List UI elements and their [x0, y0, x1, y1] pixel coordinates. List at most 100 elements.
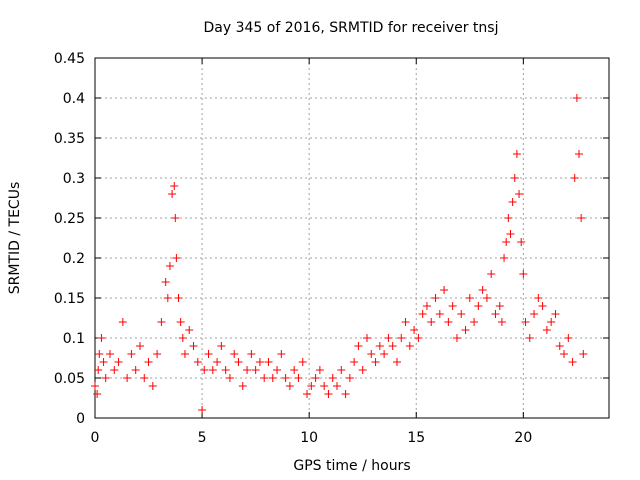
data-point	[170, 182, 179, 190]
data-point	[285, 382, 294, 390]
data-point	[560, 350, 569, 358]
data-point	[185, 326, 194, 334]
data-point	[91, 382, 99, 390]
data-point	[105, 350, 114, 358]
data-point	[238, 382, 247, 390]
data-point	[444, 318, 453, 326]
data-point	[94, 366, 103, 374]
data-point	[440, 286, 449, 294]
data-point	[568, 358, 577, 366]
data-point	[457, 310, 466, 318]
data-point	[123, 374, 132, 382]
data-point	[176, 318, 185, 326]
data-point	[135, 342, 144, 350]
data-point	[174, 294, 183, 302]
data-point	[101, 374, 110, 382]
data-point	[178, 334, 187, 342]
data-point	[225, 374, 234, 382]
data-point	[180, 350, 189, 358]
data-point	[461, 326, 470, 334]
data-point	[172, 254, 181, 262]
data-point	[204, 350, 213, 358]
data-point	[495, 302, 504, 310]
data-point	[358, 366, 367, 374]
data-point	[410, 326, 419, 334]
y-tick-label: 0.1	[63, 331, 85, 347]
data-point	[500, 254, 509, 262]
data-point	[341, 390, 350, 398]
data-point	[168, 190, 177, 198]
data-point	[384, 334, 393, 342]
data-point	[277, 350, 286, 358]
y-tick-label: 0.2	[63, 251, 85, 267]
data-point	[422, 302, 431, 310]
data-point	[157, 318, 166, 326]
data-point	[508, 198, 517, 206]
data-point	[497, 318, 506, 326]
data-point	[281, 374, 290, 382]
data-point	[163, 294, 172, 302]
data-point	[478, 286, 487, 294]
data-point	[99, 358, 108, 366]
data-point	[401, 318, 410, 326]
data-point	[525, 334, 534, 342]
data-point	[510, 174, 519, 182]
data-point	[345, 374, 354, 382]
data-point	[502, 238, 511, 246]
y-tick-label: 0.45	[54, 51, 85, 67]
axis-ticks	[94, 57, 609, 419]
data-point	[521, 318, 530, 326]
data-point	[221, 366, 230, 374]
data-point	[452, 334, 461, 342]
y-tick-label: 0.25	[54, 211, 85, 227]
data-point	[264, 358, 273, 366]
y-tick-label: 0.3	[63, 171, 85, 187]
data-point	[230, 350, 239, 358]
data-points	[91, 94, 588, 414]
data-point	[504, 214, 513, 222]
x-tick-label: 5	[198, 430, 207, 446]
y-tick-label: 0	[76, 411, 85, 427]
y-tick-label: 0.05	[54, 371, 85, 387]
data-point	[247, 350, 256, 358]
data-point	[268, 374, 277, 382]
data-point	[534, 294, 543, 302]
x-tick-label: 10	[300, 430, 318, 446]
data-point	[530, 310, 539, 318]
data-point	[127, 350, 136, 358]
y-tick-label: 0.35	[54, 131, 85, 147]
data-point	[515, 190, 524, 198]
x-tick-label: 15	[407, 430, 425, 446]
data-point	[165, 262, 174, 270]
data-point	[161, 278, 170, 286]
data-point	[405, 342, 414, 350]
data-point	[324, 390, 333, 398]
data-point	[189, 342, 198, 350]
data-point	[260, 374, 269, 382]
data-point	[148, 382, 157, 390]
data-point	[303, 390, 312, 398]
data-point	[435, 310, 444, 318]
data-point	[418, 310, 427, 318]
data-point	[517, 238, 526, 246]
data-point	[362, 334, 371, 342]
data-point	[564, 334, 573, 342]
data-point	[315, 366, 324, 374]
data-point	[547, 318, 556, 326]
x-tick-label: 0	[91, 430, 100, 446]
data-point	[375, 342, 384, 350]
data-point	[388, 342, 397, 350]
data-point	[298, 358, 307, 366]
data-point	[140, 374, 149, 382]
data-point	[200, 366, 209, 374]
data-point	[333, 382, 342, 390]
data-point	[234, 358, 243, 366]
data-point	[380, 350, 389, 358]
data-point	[217, 342, 226, 350]
data-point	[470, 318, 479, 326]
data-point	[337, 366, 346, 374]
y-tick-label: 0.4	[63, 91, 85, 107]
data-point	[243, 366, 252, 374]
x-tick-label: 20	[514, 430, 532, 446]
